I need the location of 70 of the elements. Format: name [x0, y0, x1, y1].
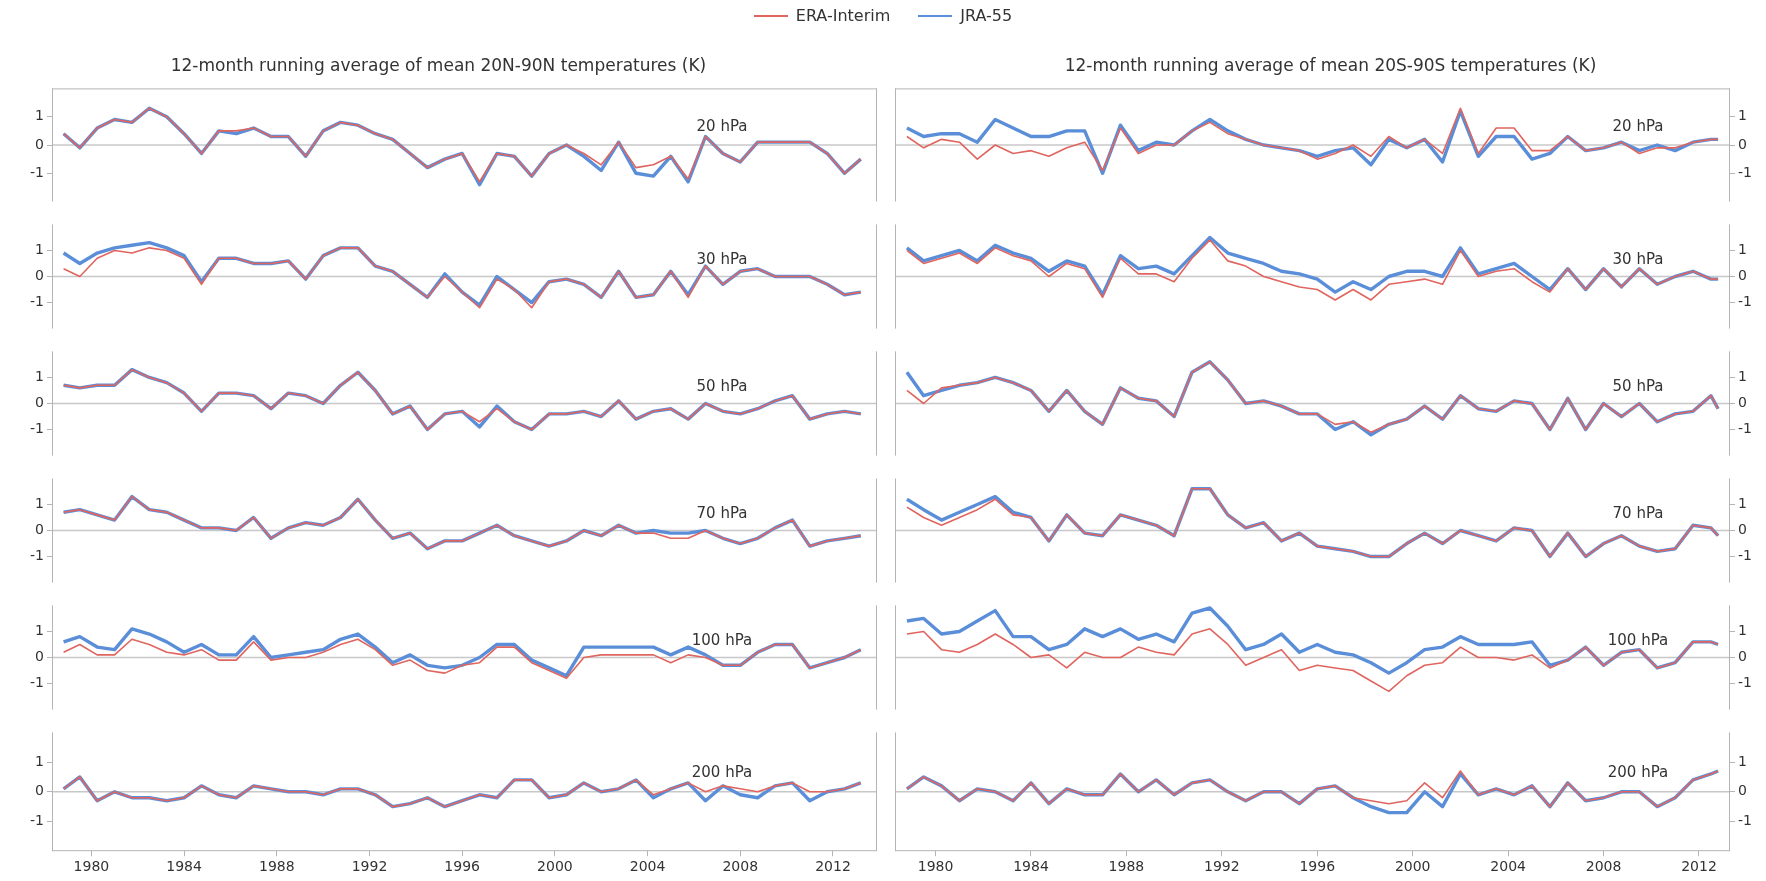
y-tick-label: -1: [30, 163, 44, 180]
y-tick-label: 0: [1738, 267, 1747, 284]
x-tick-label: 1992: [351, 858, 388, 875]
legend-label: JRA-55: [960, 6, 1013, 25]
x-tick-label: 1984: [166, 858, 202, 875]
x-tick-label: 1992: [1204, 858, 1240, 875]
chart-title: 12-month running average of mean 20N-90N temperatures (K): [170, 54, 707, 75]
y-tick-label: 0: [35, 135, 44, 152]
y-tick-label: -1: [30, 547, 44, 564]
y-tick-label: 0: [1738, 394, 1747, 411]
y-tick-label: 1: [1738, 241, 1747, 258]
y-tick-label: 0: [1738, 648, 1747, 665]
y-tick-label: 1: [35, 752, 44, 769]
annotation: 70 hPa: [696, 503, 748, 522]
y-tick-label: -1: [30, 420, 44, 437]
y-tick-label: 1: [35, 622, 44, 639]
y-tick-label: -1: [1738, 674, 1752, 691]
annotation: 20 hPa: [1612, 116, 1664, 135]
x-tick-label: 1980: [917, 858, 954, 875]
y-tick-label: -1: [1738, 420, 1752, 437]
y-tick-label: -1: [30, 674, 44, 691]
y-tick-label: -1: [1738, 547, 1752, 564]
x-tick-label: 1996: [444, 858, 481, 875]
x-tick-label: 2012: [1681, 858, 1717, 875]
annotation: 100 hPa: [1607, 630, 1669, 649]
annotation: 70 hPa: [1612, 503, 1664, 522]
x-tick-label: 2008: [722, 858, 759, 875]
annotation: 20 hPa: [696, 116, 748, 135]
y-tick-label: 0: [1738, 135, 1747, 152]
y-tick-label: -1: [1738, 293, 1752, 310]
x-tick-label: 1984: [1013, 858, 1049, 875]
y-tick-label: -1: [30, 293, 44, 310]
y-tick-label: 1: [1738, 622, 1747, 639]
y-tick-label: 0: [35, 394, 44, 411]
y-tick-label: 0: [35, 521, 44, 538]
y-tick-label: -1: [1738, 812, 1752, 829]
x-tick-label: 1988: [258, 858, 295, 875]
y-tick-label: 1: [35, 495, 44, 512]
legend-label: ERA-Interim: [795, 6, 891, 25]
x-tick-label: 2000: [1394, 858, 1431, 875]
y-tick-label: 1: [1738, 752, 1747, 769]
x-tick-label: 2008: [1585, 858, 1622, 875]
annotation: 200 hPa: [691, 762, 753, 781]
x-tick-label: 2004: [629, 858, 666, 875]
x-tick-label: 1996: [1299, 858, 1336, 875]
y-tick-label: -1: [1738, 163, 1752, 180]
y-tick-label: 0: [35, 648, 44, 665]
y-tick-label: 1: [35, 241, 44, 258]
y-tick-label: 1: [35, 107, 44, 124]
annotation: 50 hPa: [696, 376, 748, 395]
x-tick-label: 2004: [1490, 858, 1527, 875]
y-tick-label: -1: [30, 812, 44, 829]
y-tick-label: 1: [1738, 495, 1747, 512]
annotation: 30 hPa: [696, 249, 748, 268]
x-tick-label: 1988: [1108, 858, 1145, 875]
y-tick-label: 1: [1738, 107, 1747, 124]
chart-title: 12-month running average of mean 20S-90S temperatures (K): [1064, 54, 1597, 75]
y-tick-label: 0: [35, 267, 44, 284]
annotation: 200 hPa: [1607, 762, 1669, 781]
x-tick-label: 1980: [73, 858, 110, 875]
annotation: 30 hPa: [1612, 249, 1664, 268]
y-tick-label: 0: [35, 782, 44, 799]
y-tick-label: 0: [1738, 782, 1747, 799]
annotation: 50 hPa: [1612, 376, 1664, 395]
y-tick-label: 0: [1738, 521, 1747, 538]
x-tick-label: 2000: [537, 858, 573, 875]
y-tick-label: 1: [1738, 368, 1747, 385]
x-tick-label: 2012: [815, 858, 851, 875]
annotation: 100 hPa: [691, 630, 753, 649]
y-tick-label: 1: [35, 368, 44, 385]
